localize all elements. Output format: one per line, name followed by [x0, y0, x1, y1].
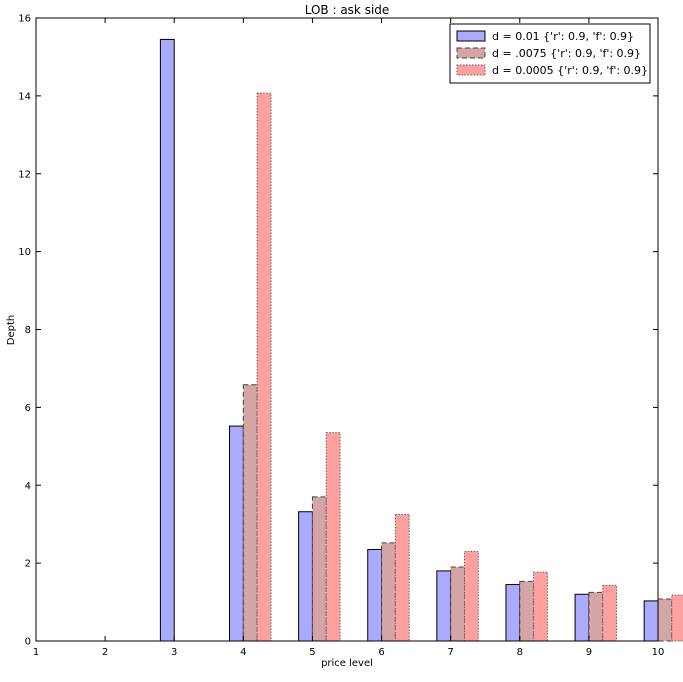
y-axis-label: Depth	[6, 315, 17, 345]
bar-series-2-level-6	[450, 566, 465, 642]
legend-label-3: d = 0.0005 {'r': 0.9, 'f': 0.9}	[492, 64, 648, 77]
plot-background	[36, 18, 658, 641]
y-tick-label: 6	[25, 403, 31, 414]
x-tick-label: 3	[171, 647, 177, 658]
y-tick-label: 14	[18, 91, 31, 102]
bar-series-1-level-6	[436, 570, 452, 642]
x-tick-label: 10	[652, 647, 665, 658]
legend-label-1: d = 0.01 {'r': 0.9, 'f': 0.9}	[492, 30, 634, 43]
bar-series-3-level-4	[325, 432, 341, 642]
x-tick-label: 2	[102, 647, 108, 658]
y-tick-label: 4	[25, 481, 31, 492]
bar-series-1-level-3	[229, 425, 244, 642]
legend-swatch-2	[456, 47, 486, 59]
bar-series-3-level-3	[256, 92, 272, 642]
legend: d = 0.01 {'r': 0.9, 'f': 0.9} d = .0075 {…	[449, 23, 651, 84]
bar-series-1-level-2	[159, 38, 175, 642]
legend-swatch-3	[456, 64, 486, 76]
bar-series-2-level-9	[657, 598, 673, 642]
x-tick-label: 7	[447, 647, 453, 658]
bar-series-1-level-4	[298, 511, 313, 642]
x-tick-label: 1	[33, 647, 39, 658]
bar-series-3-level-6	[463, 550, 479, 642]
bar-series-2-level-7	[519, 580, 535, 642]
x-axis-label: price level	[321, 658, 373, 669]
bar-series-3-level-9	[671, 594, 683, 642]
y-tick-label: 0	[25, 637, 31, 648]
x-tick-label: 9	[586, 647, 592, 658]
y-tick-label: 16	[18, 14, 31, 25]
bar-series-3-level-5	[394, 513, 410, 642]
legend-label-2: d = .0075 {'r': 0.9, 'f': 0.9}	[492, 47, 641, 60]
chart-title: LOB : ask side	[305, 3, 390, 17]
bar-series-2-level-3	[242, 384, 258, 642]
legend-swatch-1	[456, 30, 486, 42]
y-tick-label: 8	[25, 325, 31, 336]
bar-series-3-level-7	[533, 571, 548, 642]
y-tick-label: 10	[18, 247, 31, 258]
bar-series-1-level-9	[643, 600, 659, 642]
bar-series-2-level-8	[588, 591, 604, 642]
plot-frame	[35, 17, 659, 642]
bar-series-2-level-4	[311, 496, 327, 642]
bar-series-1-level-5	[367, 548, 383, 642]
y-tick-label: 2	[25, 559, 31, 570]
bars-layer	[159, 38, 683, 642]
bar-series-1-level-7	[505, 584, 521, 642]
x-tick-label: 8	[517, 647, 523, 658]
x-tick-label: 6	[378, 647, 384, 658]
bar-series-2-level-5	[381, 542, 396, 642]
bar-series-1-level-8	[574, 593, 590, 642]
y-tick-label: 12	[18, 169, 31, 180]
bar-series-3-level-8	[602, 584, 618, 642]
x-tick-label: 4	[240, 647, 246, 658]
x-tick-label: 5	[309, 647, 315, 658]
